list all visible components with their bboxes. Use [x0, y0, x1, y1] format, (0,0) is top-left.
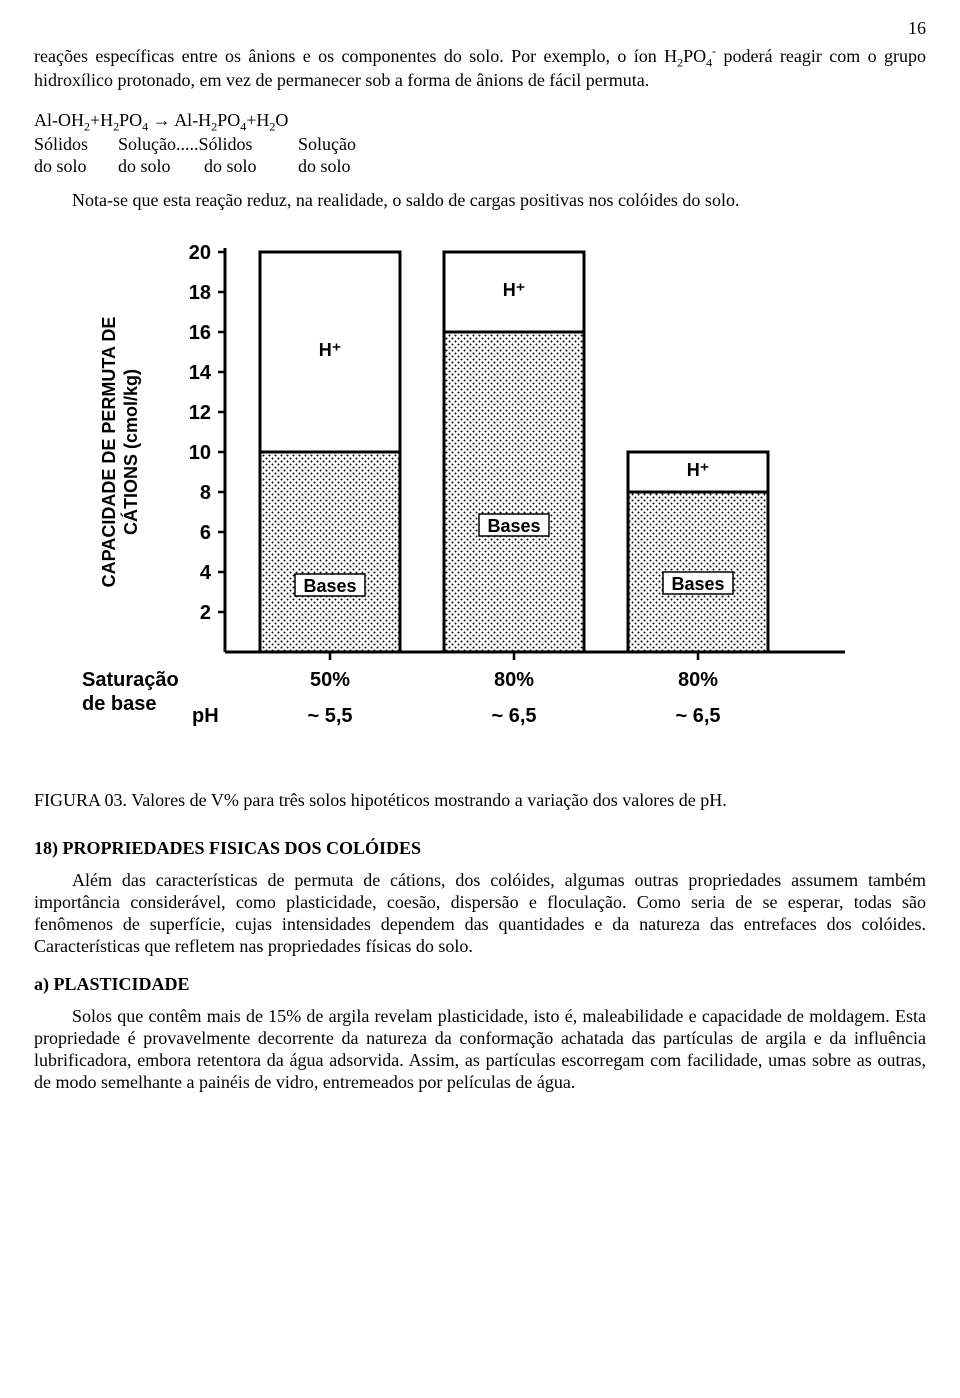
- svg-text:~ 6,5: ~ 6,5: [491, 705, 536, 727]
- eq-g: O: [275, 110, 288, 130]
- chart-container: 2 4 6 8 10 12 14 16 18 20 CAPACIDADE DE PERMUTA DE…: [34, 232, 926, 762]
- intro-text-a: reações específicas entre os ânions e os…: [34, 46, 677, 66]
- eq-e: PO: [217, 110, 240, 130]
- figure-caption: FIGURA 03. Valores de V% para três solos…: [34, 790, 926, 812]
- svg-text:CAPACIDADE DE PERMUTA DECÁTION: CAPACIDADE DE PERMUTA DECÁTIONS (cmol/kg…: [99, 317, 141, 588]
- eq-r2c3: Solução: [298, 134, 378, 156]
- svg-text:4: 4: [200, 562, 212, 584]
- svg-text:~ 6,5: ~ 6,5: [675, 705, 720, 727]
- intro-paragraph: reações específicas entre os ânions e os…: [34, 44, 926, 92]
- eq-r3c4: do solo: [298, 156, 373, 178]
- note-paragraph: Nota-se que esta reação reduz, na realid…: [72, 190, 926, 212]
- svg-text:20: 20: [189, 242, 211, 264]
- section18a-p1: Solos que contêm mais de 15% de argila r…: [34, 1006, 926, 1094]
- equation-line1: Al-OH2+H2PO4 → Al-H2PO4+H2O: [34, 110, 926, 134]
- svg-text:80%: 80%: [494, 669, 534, 691]
- section18-p1: Além das características de permuta de c…: [34, 870, 926, 958]
- eq-f: +H: [246, 110, 269, 130]
- svg-text:H⁺: H⁺: [687, 460, 710, 480]
- svg-text:80%: 80%: [678, 669, 718, 691]
- equation-block: Al-OH2+H2PO4 → Al-H2PO4+H2O Sólidos Solu…: [34, 110, 926, 178]
- section18a-title: a) PLASTICIDADE: [34, 974, 926, 996]
- bar-chart: 2 4 6 8 10 12 14 16 18 20 CAPACIDADE DE PERMUTA DE…: [70, 232, 890, 762]
- eq-r2c1: Sólidos: [34, 134, 118, 156]
- svg-text:de base: de base: [82, 693, 156, 715]
- eq-r3c1: do solo: [34, 156, 118, 178]
- svg-text:H⁺: H⁺: [503, 280, 526, 300]
- eq-r3c2: do solo: [118, 156, 204, 178]
- svg-text:2: 2: [200, 602, 211, 624]
- page-number: 16: [34, 18, 926, 40]
- svg-text:14: 14: [189, 362, 212, 384]
- svg-text:Bases: Bases: [671, 574, 724, 594]
- eq-d: Al-H: [174, 110, 211, 130]
- svg-text:Bases: Bases: [487, 516, 540, 536]
- svg-text:H⁺: H⁺: [319, 340, 342, 360]
- section18-title: 18) PROPRIEDADES FISICAS DOS COLÓIDES: [34, 838, 926, 860]
- intro-text-b: PO: [683, 46, 706, 66]
- svg-text:6: 6: [200, 522, 211, 544]
- eq-a: Al-OH: [34, 110, 84, 130]
- svg-text:10: 10: [189, 442, 211, 464]
- svg-text:~ 5,5: ~ 5,5: [307, 705, 352, 727]
- svg-text:50%: 50%: [310, 669, 350, 691]
- eq-r3c3: do solo: [204, 156, 298, 178]
- svg-text:Saturação: Saturação: [82, 669, 179, 691]
- eq-b: +H: [90, 110, 113, 130]
- eq-arrow: →: [148, 110, 174, 130]
- svg-text:18: 18: [189, 282, 211, 304]
- svg-text:16: 16: [189, 322, 211, 344]
- equation-row2: Sólidos Solução.....Sólidos Solução: [34, 134, 926, 156]
- eq-c: PO: [119, 110, 142, 130]
- eq-r2c2: Solução.....Sólidos: [118, 134, 298, 156]
- svg-text:12: 12: [189, 402, 211, 424]
- svg-text:Bases: Bases: [303, 576, 356, 596]
- svg-text:8: 8: [200, 482, 211, 504]
- equation-row3: do solo do solo do solo do solo: [34, 156, 926, 178]
- svg-text:pH: pH: [192, 705, 219, 727]
